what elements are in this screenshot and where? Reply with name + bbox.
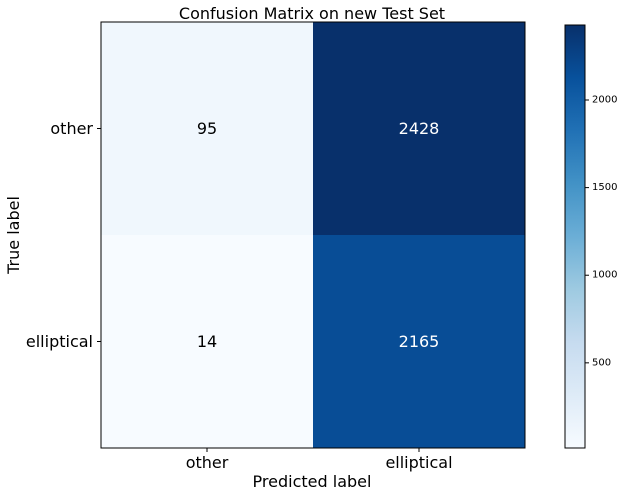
y-tick-label: elliptical — [26, 332, 93, 351]
plot-frame — [100, 21, 526, 449]
x-axis-ticks: other elliptical — [186, 448, 453, 472]
cell-value-label: 14 — [197, 332, 217, 351]
cell-value-label: 95 — [197, 119, 217, 138]
cell-labels: 95 2428 14 2165 — [197, 119, 440, 351]
y-axis-label: True label — [4, 196, 23, 275]
y-axis-ticks: other elliptical — [26, 119, 101, 351]
colorbar-tick-label: 500 — [592, 357, 611, 368]
colorbar-ticks: 500 1000 1500 2000 — [585, 94, 617, 368]
y-tick-label: other — [50, 119, 93, 138]
cell-value-label: 2428 — [399, 119, 440, 138]
chart-title: Confusion Matrix on new Test Set — [179, 4, 445, 23]
colorbar-tick-label: 1000 — [592, 270, 617, 281]
colorbar-tick-label: 1500 — [592, 182, 617, 193]
cell-value-label: 2165 — [399, 332, 440, 351]
heatmap-cell — [313, 235, 525, 448]
colorbar — [564, 24, 586, 449]
heatmap-cell — [101, 235, 313, 448]
heatmap-cell — [101, 22, 313, 235]
x-axis-label: Predicted label — [253, 472, 372, 491]
heatmap-cells — [101, 22, 525, 448]
x-tick-label: elliptical — [385, 453, 452, 472]
colorbar-tick-label: 2000 — [592, 94, 617, 105]
x-tick-label: other — [186, 453, 229, 472]
heatmap-cell — [313, 22, 525, 235]
